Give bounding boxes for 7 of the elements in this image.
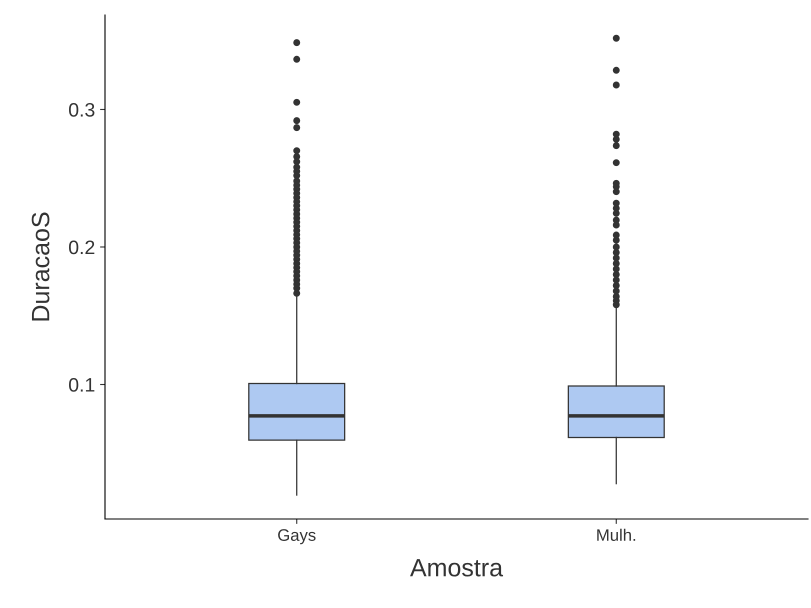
y-tick-label: 0.1: [69, 378, 94, 392]
x-tick-label: Mulh.: [597, 528, 636, 541]
y-axis-title: DuracaoS: [32, 212, 50, 321]
y-tick-label: 0.3: [69, 102, 94, 117]
x-tick-label: Gays: [278, 529, 316, 544]
x-axis-title: Amostra: [410, 559, 504, 577]
y-tick-label: 0.2: [69, 240, 94, 254]
